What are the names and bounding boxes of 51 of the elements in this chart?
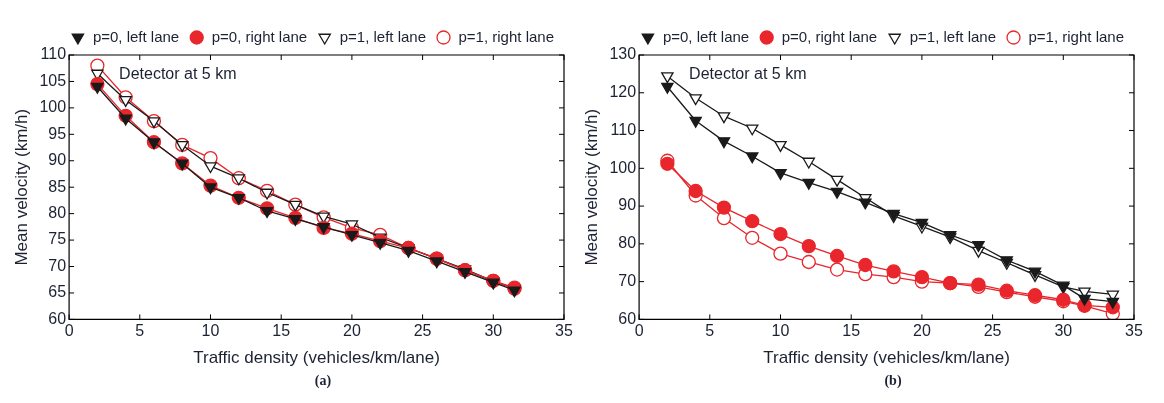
text: (a): [313, 373, 333, 389]
y-tick-label: 130: [609, 45, 637, 63]
y-tick-label: 80: [48, 204, 67, 222]
x-tick-label: 10: [771, 322, 790, 340]
legend-label: p=1, left lane: [339, 27, 427, 45]
x-tick-label: 0: [634, 322, 644, 340]
y-tick-label: 65: [48, 283, 67, 301]
y-tick-label: 70: [618, 272, 637, 290]
legend-label: p=1, right lane: [1028, 27, 1125, 45]
annotation: Detector at 5 km: [689, 65, 807, 83]
x-tick-label: 20: [913, 322, 931, 340]
legend-label: p=0, left lane: [662, 27, 750, 45]
y-tick-label: 60: [618, 309, 637, 327]
y-tick-label: 80: [618, 234, 637, 252]
x-tick-label: 5: [135, 322, 145, 340]
y-tick-label: 110: [40, 45, 67, 63]
x-axis-title: Traffic density (vehicles/km/lane): [193, 348, 440, 368]
x-tick-label: 20: [343, 322, 361, 340]
y-tick-label: 60: [48, 309, 67, 327]
x-tick-label: 5: [705, 322, 715, 340]
legend-label: p=1, right lane: [458, 27, 555, 45]
y-tick-label: 75: [48, 230, 67, 248]
y-tick-label: 70: [48, 256, 67, 274]
legend-label: p=0, right lane: [781, 27, 878, 45]
y-tick-label: 85: [48, 177, 67, 195]
y-tick-label: 100: [609, 158, 637, 176]
x-tick-label: 15: [272, 322, 291, 340]
x-tick-label: 30: [1054, 322, 1073, 340]
y-tick-label: 110: [610, 120, 637, 138]
text: (b): [883, 373, 903, 389]
y-tick-label: 90: [48, 151, 67, 169]
x-tick-label: 25: [983, 322, 1002, 340]
x-tick-label: 30: [484, 322, 503, 340]
x-tick-label: 15: [842, 322, 861, 340]
x-axis-title: Traffic density (vehicles/km/lane): [763, 348, 1010, 368]
annotation: Detector at 5 km: [119, 65, 237, 83]
y-tick-label: 95: [48, 124, 67, 142]
y-axis-title: Mean velocity (km/h): [581, 108, 601, 266]
y-tick-label: 100: [39, 98, 67, 116]
legend-label: p=0, right lane: [211, 27, 308, 45]
x-tick-label: 10: [201, 322, 220, 340]
x-tick-label: 35: [1125, 322, 1143, 340]
y-tick-label: 105: [39, 71, 67, 89]
y-tick-label: 120: [609, 83, 637, 101]
x-tick-label: 25: [413, 322, 432, 340]
legend-label: p=1, left lane: [909, 27, 997, 45]
x-tick-label: 0: [64, 322, 74, 340]
y-axis-title: Mean velocity (km/h): [11, 108, 31, 266]
y-tick-label: 90: [618, 196, 637, 214]
x-tick-label: 35: [555, 322, 573, 340]
legend-label: p=0, left lane: [92, 27, 180, 45]
